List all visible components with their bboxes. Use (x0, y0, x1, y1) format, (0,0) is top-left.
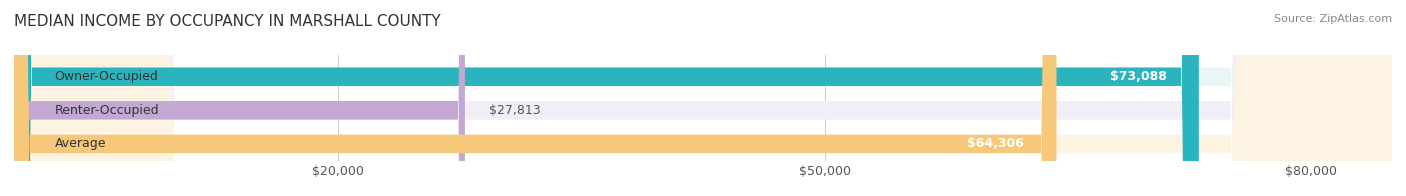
Text: Source: ZipAtlas.com: Source: ZipAtlas.com (1274, 14, 1392, 24)
Text: $73,088: $73,088 (1109, 70, 1167, 83)
FancyBboxPatch shape (14, 0, 1056, 196)
Text: Average: Average (55, 137, 105, 150)
FancyBboxPatch shape (14, 0, 1199, 196)
FancyBboxPatch shape (14, 0, 1392, 196)
Text: Owner-Occupied: Owner-Occupied (55, 70, 159, 83)
Text: $27,813: $27,813 (489, 104, 541, 117)
Text: $64,306: $64,306 (967, 137, 1024, 150)
FancyBboxPatch shape (14, 0, 1392, 196)
Text: Renter-Occupied: Renter-Occupied (55, 104, 159, 117)
Text: MEDIAN INCOME BY OCCUPANCY IN MARSHALL COUNTY: MEDIAN INCOME BY OCCUPANCY IN MARSHALL C… (14, 14, 441, 29)
FancyBboxPatch shape (14, 0, 465, 196)
FancyBboxPatch shape (14, 0, 1392, 196)
